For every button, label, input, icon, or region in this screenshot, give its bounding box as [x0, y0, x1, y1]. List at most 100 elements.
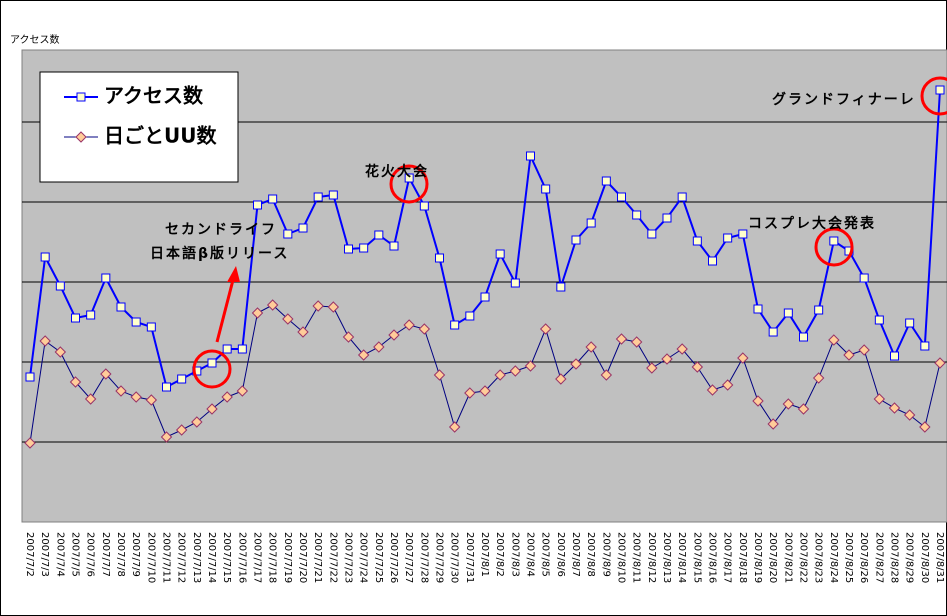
marker — [130, 391, 142, 403]
marker — [541, 184, 551, 194]
marker — [177, 374, 187, 384]
x-tick-label: 2007/8/31 — [934, 532, 945, 583]
marker — [71, 313, 80, 323]
marker — [464, 387, 476, 399]
marker — [404, 173, 414, 183]
marker — [312, 300, 324, 312]
x-tick-label: 2007/7/20 — [297, 532, 308, 583]
marker — [721, 379, 734, 391]
marker — [509, 365, 522, 377]
x-tick-label: 2007/7/9 — [130, 532, 141, 577]
marker — [615, 333, 628, 345]
x-tick-label: 2007/7/27 — [403, 532, 414, 583]
x-tick-label: 2007/8/6 — [555, 532, 566, 577]
x-tick-label: 2007/7/17 — [252, 532, 263, 583]
x-tick-label: 2007/7/5 — [70, 532, 81, 577]
marker — [874, 315, 884, 325]
marker — [283, 229, 293, 239]
marker — [524, 360, 537, 372]
marker — [450, 320, 460, 330]
x-tick-label: 2007/8/21 — [782, 532, 793, 583]
x-tick-label: 2007/7/19 — [282, 532, 293, 583]
marker — [55, 281, 65, 291]
marker — [601, 176, 611, 186]
marker — [131, 317, 141, 327]
x-tick-label: 2007/8/13 — [661, 532, 672, 583]
x-tick-label: 2007/8/30 — [919, 532, 930, 583]
marker — [448, 421, 461, 433]
marker — [782, 398, 795, 410]
x-tick-label: 2007/8/7 — [570, 532, 581, 577]
marker — [829, 236, 839, 246]
marker — [706, 384, 719, 396]
x-tick-label: 2007/8/20 — [767, 532, 778, 583]
x-tick-label: 2007/7/2 — [24, 532, 35, 577]
marker — [647, 229, 657, 239]
x-tick-label: 2007/8/12 — [646, 532, 657, 583]
x-tick-label: 2007/7/13 — [191, 532, 202, 583]
marker — [162, 382, 171, 392]
marker — [935, 85, 945, 95]
marker — [814, 305, 824, 315]
x-tick-label: 2007/8/27 — [873, 532, 884, 583]
marker — [677, 192, 687, 202]
marker — [266, 299, 279, 311]
legend-marker — [76, 92, 86, 102]
marker — [662, 213, 672, 223]
marker — [480, 292, 490, 302]
marker — [297, 326, 309, 338]
marker — [661, 353, 673, 365]
legend-label: 日ごとUU数 — [104, 124, 217, 148]
annotation: 花火大会 — [365, 163, 429, 180]
x-tick-label: 2007/8/22 — [798, 532, 809, 583]
legend — [39, 71, 239, 183]
marker — [799, 332, 808, 342]
marker — [570, 358, 582, 370]
x-tick-label: 2007/7/24 — [358, 532, 369, 583]
x-tick-label: 2007/7/6 — [85, 532, 96, 577]
x-tick-label: 2007/7/3 — [39, 532, 50, 577]
marker — [768, 327, 778, 337]
marker — [903, 409, 916, 421]
marker — [342, 331, 355, 343]
x-tick-label: 2007/8/25 — [843, 532, 854, 583]
highlights — [192, 76, 947, 389]
x-tick-label: 2007/7/31 — [464, 532, 475, 583]
x-tick-label: 2007/7/15 — [221, 532, 232, 583]
x-tick-label: 2007/7/14 — [206, 532, 217, 583]
x-tick-label: 2007/8/11 — [631, 532, 642, 583]
marker — [222, 344, 232, 354]
legend-marker — [75, 131, 87, 143]
marker — [221, 391, 233, 403]
marker — [571, 235, 581, 245]
marker — [767, 418, 779, 430]
x-tick-label: 2007/7/16 — [236, 532, 247, 583]
x-tick-label: 2007/7/18 — [267, 532, 278, 583]
marker — [435, 253, 444, 263]
marker — [510, 278, 520, 288]
marker — [737, 352, 749, 364]
x-tick-label: 2007/8/26 — [858, 532, 869, 583]
marker — [146, 322, 156, 332]
marker — [344, 244, 353, 254]
x-tick-label: 2007/8/1 — [479, 532, 490, 577]
x-tick-label: 2007/8/28 — [889, 532, 900, 583]
x-tick-label: 2007/7/8 — [115, 532, 126, 577]
x-tick-label: 2007/8/24 — [828, 532, 839, 583]
marker — [116, 302, 126, 312]
marker — [783, 308, 793, 318]
marker — [873, 393, 886, 405]
annotation: グランドフィナーレ — [772, 91, 916, 108]
marker — [495, 249, 505, 259]
marker — [84, 393, 97, 405]
marker — [403, 319, 415, 331]
marker — [40, 252, 50, 262]
x-tick-label: 2007/7/23 — [343, 532, 354, 583]
x-tick-label: 2007/8/5 — [540, 532, 551, 577]
marker — [797, 403, 810, 415]
x-tick-label: 2007/8/10 — [616, 532, 627, 583]
x-tick-label: 2007/7/25 — [373, 532, 384, 583]
x-tick-label: 2007/8/29 — [904, 532, 915, 583]
marker — [630, 336, 643, 348]
x-tick-label: 2007/8/18 — [737, 532, 748, 583]
